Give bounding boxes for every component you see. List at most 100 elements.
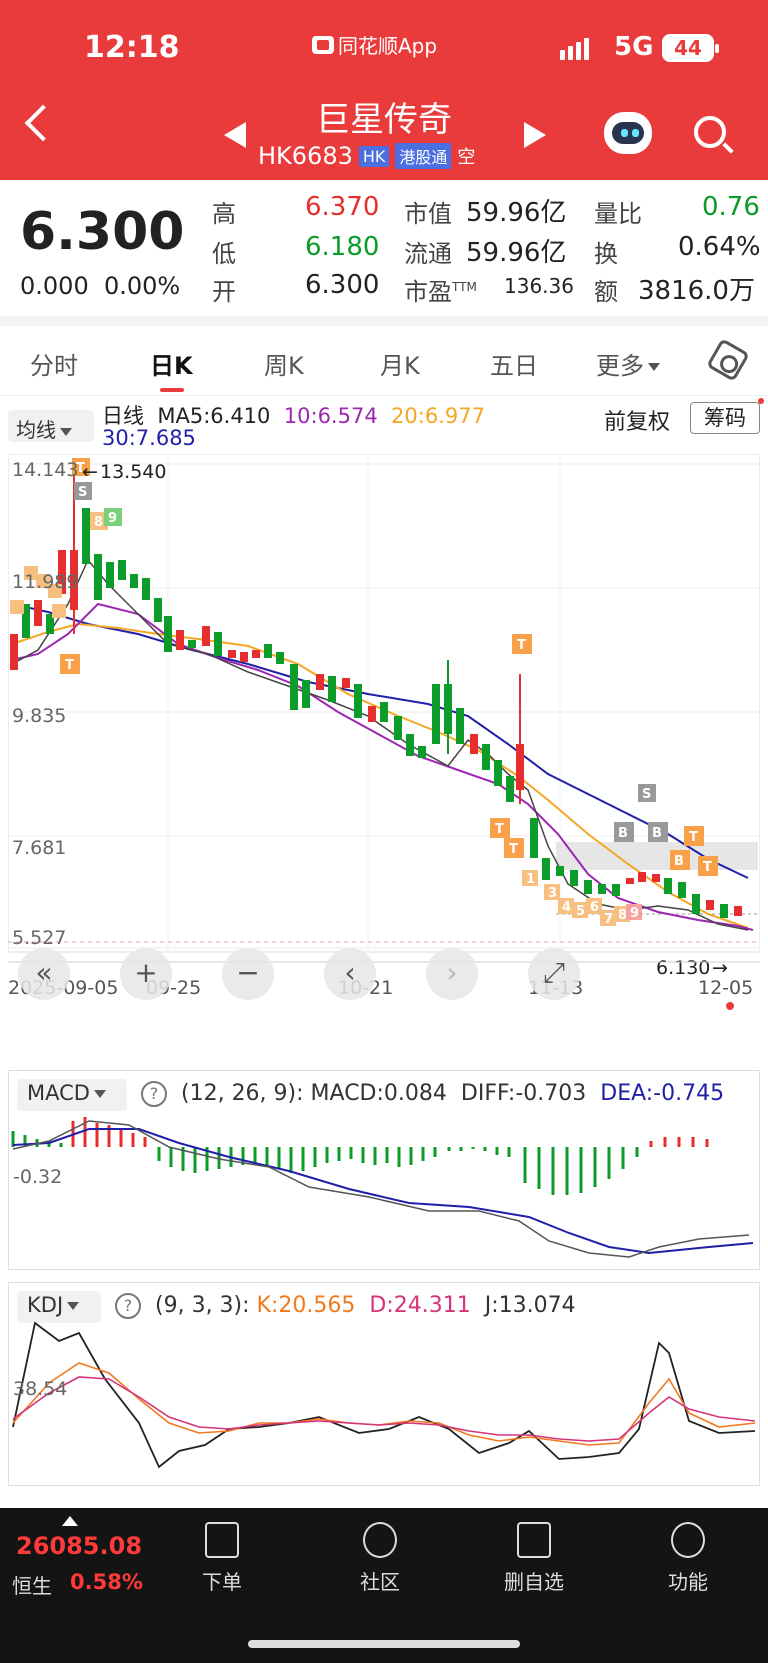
nav-functions[interactable]: 功能 <box>638 1522 738 1595</box>
svg-text:6: 6 <box>590 900 599 915</box>
svg-text:9: 9 <box>108 511 117 526</box>
adjust-mode[interactable]: 前复权 <box>604 410 671 435</box>
chart-controls: « + − ‹ › ⤢ <box>8 948 760 1000</box>
nav-order-label: 下单 <box>202 1570 242 1594</box>
price-change: 0.000 0.00% <box>20 272 180 300</box>
macd-values: (12, 26, 9): MACD:0.084 DIFF:-0.703 DEA:… <box>181 1081 724 1106</box>
chevron-down-icon <box>648 363 660 371</box>
signal-icon <box>560 38 589 60</box>
float-value: 59.96亿 <box>466 238 567 268</box>
tag-connect: 港股通 <box>395 143 452 169</box>
svg-text:T: T <box>703 860 712 875</box>
nav-community-label: 社区 <box>360 1570 400 1594</box>
quote-panel: 6.300 0.000 0.00% 高 6.370 低 6.180 开 6.30… <box>0 180 768 316</box>
macd-dea: DEA:-0.745 <box>600 1081 725 1106</box>
svg-text:8: 8 <box>94 515 103 530</box>
pe-value: 136.36 <box>504 274 574 298</box>
svg-text:1: 1 <box>526 872 535 887</box>
mcap-value: 59.96亿 <box>466 198 567 228</box>
tab-weekly-k[interactable]: 周K <box>264 352 304 380</box>
notification-dot <box>758 398 764 404</box>
svg-text:S: S <box>78 485 87 500</box>
svg-text:5: 5 <box>576 904 585 919</box>
index-percent: 0.58% <box>70 1570 143 1594</box>
chips-button[interactable]: 筹码 <box>690 402 760 434</box>
kline-svg: T S 8 9 T T T T S B B T B T 1 3 4 5 6 7 … <box>7 453 761 1010</box>
tab-daily-k[interactable]: 日K <box>150 352 193 380</box>
nav-functions-label: 功能 <box>668 1570 708 1594</box>
macd-selector[interactable]: MACD <box>17 1079 127 1111</box>
order-icon <box>205 1522 239 1558</box>
kline-chart[interactable]: T S 8 9 T T T T S B B T B T 1 3 4 5 6 7 … <box>7 453 761 1018</box>
macd-svg: -0.32 <box>11 1117 754 1258</box>
svg-text:T: T <box>509 842 518 857</box>
nav-remove-watchlist[interactable]: 删自选 <box>484 1522 584 1595</box>
nav-remove-watchlist-label: 删自选 <box>504 1570 564 1594</box>
kdj-params: (9, 3, 3): <box>155 1293 250 1318</box>
tag-short: 空 <box>457 147 476 168</box>
zoom-in-icon[interactable]: + <box>120 948 172 1000</box>
app-header: 12:18 同花顺App 5G 44 巨星传奇 HK6683 HK 港股通 空 <box>0 0 768 180</box>
chevron-down-icon <box>67 1302 80 1310</box>
kdj-selector[interactable]: KDJ <box>17 1291 101 1323</box>
kdj-help-icon[interactable]: ? <box>115 1293 141 1319</box>
svg-text:T: T <box>495 822 504 837</box>
bottom-bar: 26085.08 恒生 0.58% 下单 社区 删自选 功能 <box>0 1508 768 1663</box>
kdj-d: D:24.311 <box>369 1293 471 1318</box>
high-mark: 13.540 <box>100 461 166 483</box>
zoom-out-icon[interactable]: − <box>222 948 274 1000</box>
prev-stock-icon[interactable] <box>224 122 246 148</box>
macd-help-icon[interactable]: ? <box>141 1081 167 1107</box>
high-label: 高 <box>212 200 236 228</box>
svg-text:3: 3 <box>548 886 557 901</box>
y-label-5: 5.527 <box>12 927 66 949</box>
next-stock-icon[interactable] <box>524 122 546 148</box>
nav-order[interactable]: 下单 <box>172 1522 272 1595</box>
index-name: 恒生 <box>12 1574 52 1598</box>
stock-code: HK6683 <box>258 142 353 170</box>
nav-community[interactable]: 社区 <box>330 1522 430 1595</box>
kdj-values: (9, 3, 3): K:20.565 D:24.311 J:13.074 <box>155 1293 576 1318</box>
ma30-value: 30:7.685 <box>102 426 196 450</box>
scroll-right-icon[interactable]: › <box>426 948 478 1000</box>
turnover-value: 0.64% <box>678 232 761 262</box>
current-price: 6.300 <box>20 202 185 262</box>
up-arrow-icon <box>62 1516 78 1526</box>
svg-text:B: B <box>674 854 684 869</box>
low-label: 低 <box>212 240 236 268</box>
macd-selector-label: MACD <box>27 1081 90 1105</box>
ma5-value: MA5:6.410 <box>157 404 271 428</box>
period-label: 日线 <box>102 404 144 428</box>
pe-label-text: 市盈 <box>404 278 452 306</box>
home-indicator[interactable] <box>248 1640 520 1648</box>
fullscreen-icon[interactable]: ⤢ <box>528 948 580 1000</box>
tab-more[interactable]: 更多 <box>596 346 660 381</box>
tag-hk: HK <box>358 145 390 167</box>
y-label-3: 9.835 <box>12 705 66 727</box>
kdj-selector-label: KDJ <box>27 1293 64 1317</box>
search-icon[interactable] <box>694 116 726 148</box>
pe-label-ttm: TTM <box>452 280 477 294</box>
kdj-j: J:13.074 <box>484 1293 576 1318</box>
index-value[interactable]: 26085.08 <box>16 1532 143 1560</box>
amount-label: 额 <box>594 278 618 306</box>
kdj-svg: 38.54 <box>12 1321 756 1469</box>
assistant-robot-icon[interactable] <box>604 112 652 154</box>
y-label-1: 14.143 <box>12 459 78 481</box>
tab-intraday[interactable]: 分时 <box>30 352 78 380</box>
svg-text:8: 8 <box>618 908 627 923</box>
mcap-label: 市值 <box>404 200 452 228</box>
scroll-left-icon[interactable]: ‹ <box>324 948 376 1000</box>
signal-markers: T S 8 9 T T T T S B B T B T 1 3 4 5 6 7 … <box>10 458 718 927</box>
macd-y-label: -0.32 <box>13 1166 62 1188</box>
volume-ratio-value: 0.76 <box>702 192 760 222</box>
high-mark-arrow: ← <box>82 461 98 483</box>
svg-text:T: T <box>76 461 85 476</box>
tab-five-day[interactable]: 五日 <box>490 352 538 380</box>
ma-selector[interactable]: 均线 <box>8 410 94 442</box>
section-divider <box>0 316 768 326</box>
double-left-icon[interactable]: « <box>18 948 70 1000</box>
y-label-2: 11.989 <box>12 571 78 593</box>
tab-monthly-k[interactable]: 月K <box>380 352 420 380</box>
period-tabs: 分时 日K 周K 月K 五日 更多 <box>0 326 768 396</box>
